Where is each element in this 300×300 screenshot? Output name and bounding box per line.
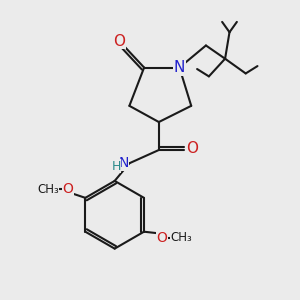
Text: O: O <box>186 141 198 156</box>
Text: H: H <box>112 160 121 173</box>
Text: O: O <box>62 182 73 196</box>
Text: N: N <box>118 156 129 170</box>
Text: CH₃: CH₃ <box>37 182 59 196</box>
Text: N: N <box>174 60 185 75</box>
Text: CH₃: CH₃ <box>170 231 192 244</box>
Text: O: O <box>156 231 167 244</box>
Text: O: O <box>113 34 125 49</box>
